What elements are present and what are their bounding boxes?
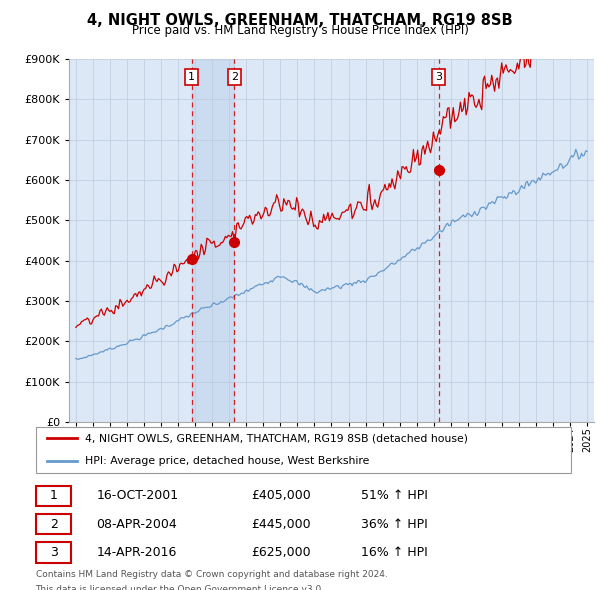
Text: 1: 1 xyxy=(188,72,195,82)
FancyBboxPatch shape xyxy=(35,427,571,473)
Text: Contains HM Land Registry data © Crown copyright and database right 2024.: Contains HM Land Registry data © Crown c… xyxy=(35,570,387,579)
Text: 36% ↑ HPI: 36% ↑ HPI xyxy=(361,517,428,530)
Text: 4, NIGHT OWLS, GREENHAM, THATCHAM, RG19 8SB (detached house): 4, NIGHT OWLS, GREENHAM, THATCHAM, RG19 … xyxy=(85,433,468,443)
Text: £445,000: £445,000 xyxy=(251,517,310,530)
Text: This data is licensed under the Open Government Licence v3.0.: This data is licensed under the Open Gov… xyxy=(35,585,325,590)
Bar xyxy=(192,59,235,422)
Text: 08-APR-2004: 08-APR-2004 xyxy=(96,517,177,530)
FancyBboxPatch shape xyxy=(35,514,71,535)
Text: 1: 1 xyxy=(50,489,58,502)
Text: 2: 2 xyxy=(50,517,58,530)
Text: Price paid vs. HM Land Registry's House Price Index (HPI): Price paid vs. HM Land Registry's House … xyxy=(131,24,469,37)
Text: £625,000: £625,000 xyxy=(251,546,310,559)
Text: 4, NIGHT OWLS, GREENHAM, THATCHAM, RG19 8SB: 4, NIGHT OWLS, GREENHAM, THATCHAM, RG19 … xyxy=(87,13,513,28)
FancyBboxPatch shape xyxy=(35,542,71,563)
Text: HPI: Average price, detached house, West Berkshire: HPI: Average price, detached house, West… xyxy=(85,457,370,467)
Text: 16-OCT-2001: 16-OCT-2001 xyxy=(96,489,178,502)
Text: 2: 2 xyxy=(231,72,238,82)
Text: 51% ↑ HPI: 51% ↑ HPI xyxy=(361,489,428,502)
Text: 16% ↑ HPI: 16% ↑ HPI xyxy=(361,546,428,559)
FancyBboxPatch shape xyxy=(35,486,71,506)
Text: 3: 3 xyxy=(50,546,58,559)
Text: 3: 3 xyxy=(436,72,442,82)
Text: £405,000: £405,000 xyxy=(251,489,311,502)
Text: 14-APR-2016: 14-APR-2016 xyxy=(96,546,176,559)
